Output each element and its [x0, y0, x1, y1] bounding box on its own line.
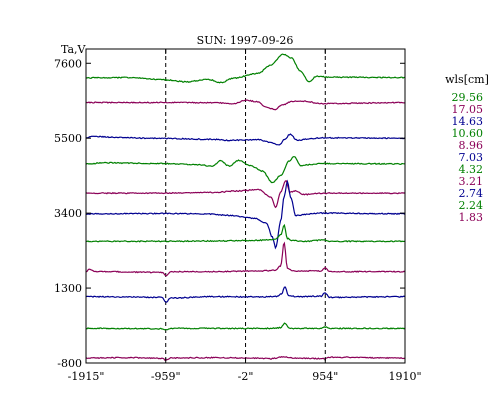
y-tick-label-3: 1300 [54, 282, 82, 295]
legend-entry-2.24: 2.24 [459, 199, 484, 212]
y-tick-label-1: 5500 [54, 132, 82, 145]
x-tick-label-1: -959" [151, 370, 181, 383]
series-line-2.74 [85, 286, 406, 303]
legend-title: wls[cm] [445, 73, 489, 86]
legend: 29.5617.0514.6310.608.967.034.323.212.74… [452, 91, 484, 224]
legend-entry-14.63: 14.63 [452, 115, 484, 128]
series-group [85, 53, 406, 361]
x-tick-label-0: -1915" [68, 370, 105, 383]
legend-entry-1.83: 1.83 [459, 211, 484, 224]
x-tick-label-4: 1910" [388, 370, 421, 383]
y-axis-ticks: 7600 5500 3400 1300 -800 [54, 57, 405, 370]
series-line-14.63 [85, 133, 406, 146]
chart-title: SUN: 1997-09-26 [197, 34, 294, 47]
legend-entry-7.03: 7.03 [459, 151, 484, 164]
series-line-17.05 [85, 99, 405, 111]
series-line-4.32 [85, 223, 406, 243]
series-line-7.03 [86, 179, 406, 250]
legend-entry-29.56: 29.56 [452, 91, 484, 104]
series-line-10.60 [85, 156, 406, 184]
legend-entry-10.60: 10.60 [452, 127, 484, 140]
legend-entry-4.32: 4.32 [459, 163, 484, 176]
legend-entry-3.21: 3.21 [459, 175, 484, 188]
series-line-2.24 [85, 322, 406, 331]
series-line-8.96 [85, 180, 406, 209]
y-axis-label: Ta,V [61, 43, 87, 56]
x-tick-label-2: -2" [238, 370, 254, 383]
y-tick-label-4: -800 [57, 357, 82, 370]
legend-entry-2.74: 2.74 [459, 187, 484, 200]
series-line-3.21 [85, 241, 406, 277]
series-line-29.56 [85, 53, 406, 84]
dashed-guidelines [165, 49, 326, 363]
legend-entry-8.96: 8.96 [459, 139, 484, 152]
x-axis-ticks: -1915" -959" -2" 954" 1910" [68, 49, 422, 383]
x-tick-label-3: 954" [312, 370, 338, 383]
legend-entry-17.05: 17.05 [452, 103, 484, 116]
y-tick-label-2: 3400 [54, 207, 82, 220]
y-tick-label-0: 7600 [54, 57, 82, 70]
